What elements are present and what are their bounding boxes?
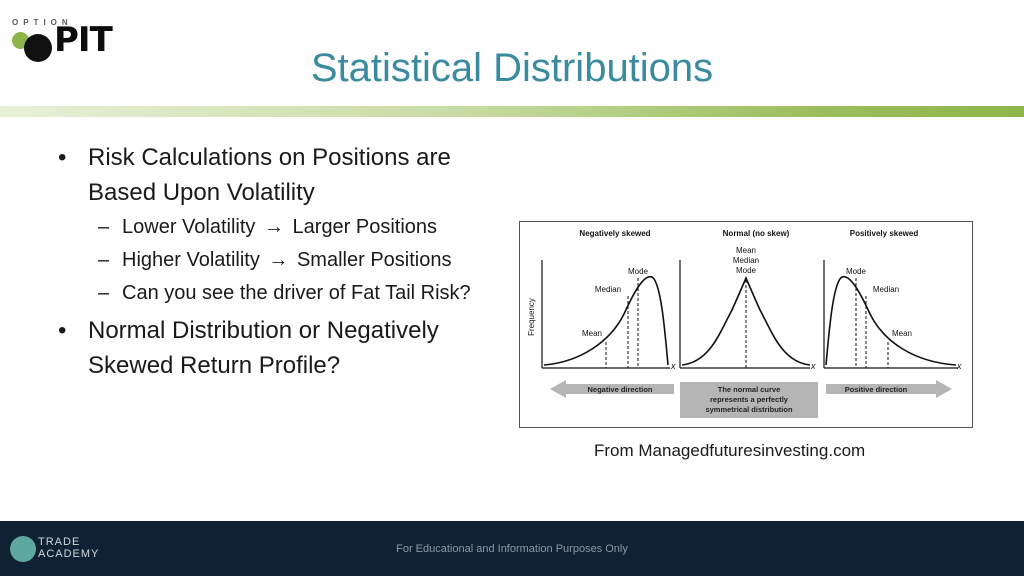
panel-title-positive: Positively skewed (850, 229, 919, 238)
panel-title-negative: Negatively skewed (579, 229, 650, 238)
sub-bullet-text: Larger Positions (292, 216, 438, 238)
panel-normal: Mean Median Mode x (679, 246, 816, 371)
skew-distribution-figure: Negatively skewed Normal (no skew) Posit… (519, 221, 973, 428)
distribution-curve (543, 276, 669, 366)
bullet-item: • Normal Distribution or Negatively Skew… (58, 313, 518, 383)
trade-academy-logo-icon (10, 536, 36, 562)
figure-caption: From Managedfuturesinvesting.com (594, 441, 866, 460)
mean-label: Mean (582, 329, 602, 338)
distribution-curve (681, 275, 811, 366)
sub-bullet-item: – Can you see the driver of Fat Tail Ris… (58, 278, 518, 309)
slide-title: Statistical Distributions (310, 46, 714, 90)
bullet-item: • Risk Calculations on Positions are Bas… (58, 140, 518, 210)
arrow-right-icon: → (263, 216, 284, 238)
bullet-dot: • (58, 144, 67, 171)
bullet-text: Risk Calculations on Positions are Based… (88, 144, 451, 206)
normal-curve-note-line: The normal curve (718, 385, 781, 394)
positive-direction-arrow (826, 380, 952, 398)
footer-logo-line: ACADEMY (38, 548, 100, 560)
panel-positive: Mode Median Mean x (823, 260, 962, 371)
sub-bullet-text: Higher Volatility (122, 249, 260, 271)
footer-bar: TRADE ACADEMY For Educational and Inform… (0, 521, 1024, 576)
option-pit-logo: OPTION PIT (10, 14, 140, 62)
median-label: Median (733, 256, 759, 265)
sub-bullet-item: – Higher Volatility → Smaller Positions (58, 245, 518, 276)
negative-direction-arrow (550, 380, 674, 398)
y-axis-label: Frequency (527, 298, 536, 336)
normal-curve-note-line: represents a perfectly (710, 395, 789, 404)
sub-bullet-item: – Lower Volatility → Larger Positions (58, 212, 518, 243)
footer-disclaimer: For Educational and Information Purposes… (396, 543, 628, 555)
sub-bullet-dash: – (98, 282, 110, 304)
arrow-right-icon: → (268, 249, 289, 271)
title-divider (0, 106, 1024, 117)
mean-label: Mean (736, 246, 756, 255)
median-label: Median (873, 285, 899, 294)
sub-bullet-text: Smaller Positions (296, 249, 452, 271)
bullet-text: Normal Distribution or Negatively Skewed… (88, 317, 439, 379)
sub-bullet-dash: – (98, 216, 110, 238)
mode-label: Mode (736, 266, 757, 275)
bullet-list: • Risk Calculations on Positions are Bas… (58, 140, 518, 383)
panel-negative: Mode Median Mean x (541, 260, 676, 371)
mode-label: Mode (846, 267, 867, 276)
footer-logo-line: TRADE (38, 536, 81, 548)
logo-black-dot (24, 34, 52, 62)
normal-curve-note-box (680, 382, 818, 418)
median-label: Median (595, 285, 621, 294)
positive-direction-label: Positive direction (845, 385, 908, 394)
distribution-curve (825, 276, 957, 366)
logo-main-text: PIT (54, 20, 113, 60)
bullet-dot: • (58, 317, 67, 344)
mean-label: Mean (892, 329, 912, 338)
x-axis-label: x (810, 361, 816, 371)
normal-curve-note-line: symmetrical distribution (705, 405, 793, 414)
x-axis-label: x (670, 361, 676, 371)
sub-bullet-text: Can you see the driver of Fat Tail Risk? (122, 282, 471, 304)
mode-label: Mode (628, 267, 649, 276)
negative-direction-label: Negative direction (587, 385, 652, 394)
sub-bullet-text: Lower Volatility (122, 216, 256, 238)
panel-title-normal: Normal (no skew) (723, 229, 790, 238)
x-axis-label: x (956, 361, 962, 371)
logo-top-text: OPTION (12, 18, 73, 27)
sub-bullet-dash: – (98, 249, 110, 271)
